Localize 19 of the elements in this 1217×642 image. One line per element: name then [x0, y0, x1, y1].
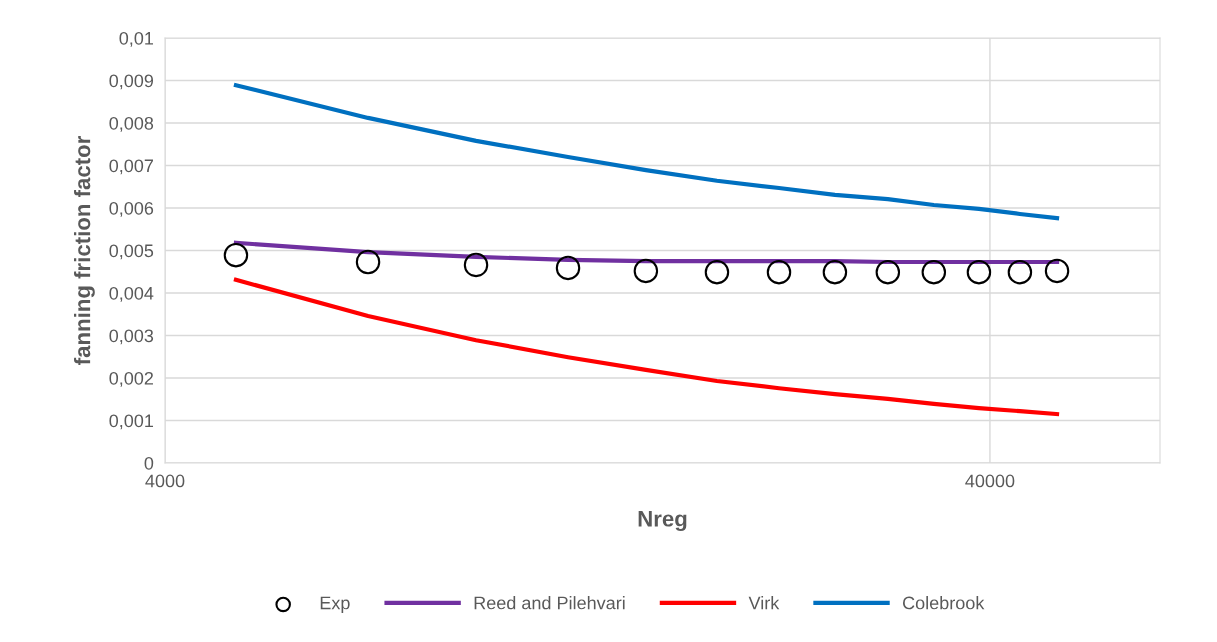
y-tick-label: 0,01: [119, 31, 154, 47]
y-tick-label: 0,003: [109, 329, 154, 345]
y-axis-title: fanning friction factor: [74, 136, 95, 365]
y-tick-label: 0,004: [109, 286, 154, 302]
legend-label: Colebrook: [902, 596, 985, 610]
legend-label: Reed and Pilehvari: [474, 596, 625, 610]
x-tick-label: 4000: [145, 474, 185, 488]
y-tick-label: 0,008: [109, 116, 154, 132]
y-tick-label: 0,007: [109, 159, 153, 175]
y-tick-label: 0,002: [109, 371, 153, 387]
y-tick-label: 0,009: [109, 74, 154, 90]
legend-label: Virk: [748, 596, 780, 610]
x-axis-title: Nreg: [638, 511, 687, 532]
legend-label: Exp: [320, 596, 350, 613]
y-tick-label: 0,001: [109, 414, 154, 430]
y-tick-label: 0,005: [109, 244, 154, 260]
y-tick-label: 0: [144, 456, 154, 470]
x-tick-label: 40000: [965, 474, 1015, 488]
y-tick-label: 0,006: [109, 201, 154, 217]
